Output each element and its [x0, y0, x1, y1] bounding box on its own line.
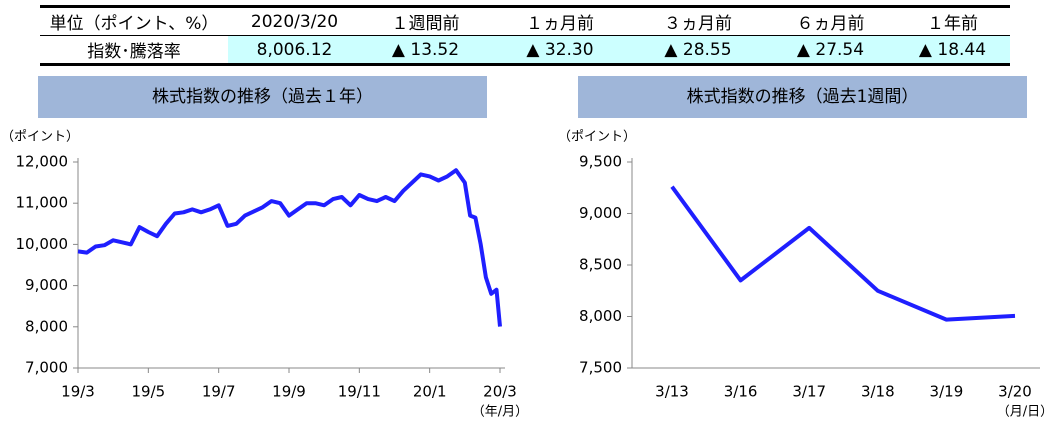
y-tick-label: 10,000: [16, 235, 69, 253]
x-tick-label: 3/17: [792, 383, 826, 401]
x-tick-label: 19/9: [272, 383, 306, 401]
y-tick-label: 12,000: [16, 153, 69, 171]
value-cell: ▲ 18.44: [895, 35, 1010, 66]
header-cell: １年前: [895, 5, 1010, 36]
x-tick-label: 19/5: [131, 383, 165, 401]
x-tick-label: 20/3: [483, 383, 517, 401]
header-cell: 2020/3/20: [228, 5, 361, 36]
header-row: 単位（ポイント、%） 2020/3/20 １週間前 １ヵ月前 ３ヵ月前 ６ヵ月前 １年前: [40, 5, 1010, 36]
header-cell: ６ヵ月前: [766, 5, 895, 36]
row-label: 指数･騰落率: [40, 35, 228, 66]
x-tick-label: 20/1: [413, 383, 447, 401]
value-cell: ▲ 27.54: [766, 35, 895, 66]
header-cell: １ヵ月前: [490, 5, 630, 36]
y-tick-label: 9,000: [25, 276, 68, 294]
value-cell: 8,006.12: [228, 35, 361, 66]
chart-title-box: [578, 76, 1027, 118]
data-line: [670, 185, 1016, 322]
x-axis-label: （月/日）: [997, 405, 1053, 420]
x-tick-label: 3/19: [930, 383, 964, 401]
x-tick-label: 3/18: [861, 383, 895, 401]
summary-table: 単位（ポイント、%） 2020/3/20 １週間前 １ヵ月前 ３ヵ月前 ６ヵ月前 １年前 指…: [40, 5, 1010, 66]
chart-title: 株式指数の推移（過去１年）: [152, 87, 373, 107]
x-tick-label: 19/3: [61, 383, 95, 401]
y-tick-label: 11,000: [16, 194, 69, 212]
y-tick-label: 7,500: [579, 359, 622, 377]
value-cell: ▲ 28.55: [630, 35, 766, 66]
chart-title-box: [38, 76, 487, 118]
chart-title: 株式指数の推移（過去1週間）: [687, 87, 919, 107]
y-tick-label: 9,000: [579, 204, 622, 222]
data-line: [77, 168, 502, 327]
x-tick-label: 3/16: [724, 383, 758, 401]
header-cell: ３ヵ月前: [630, 5, 766, 36]
header-cell: １週間前: [361, 5, 490, 36]
x-tick-label: 3/13: [655, 383, 689, 401]
y-axis-label: （ポイント）: [558, 130, 636, 145]
x-axis-label: （年/月）: [472, 405, 528, 420]
value-cell: ▲ 32.30: [490, 35, 630, 66]
y-tick-label: 9,500: [579, 153, 622, 171]
x-tick-label: 3/20: [998, 383, 1032, 401]
data-row: 指数･騰落率 8,006.12 ▲ 13.52 ▲ 32.30 ▲ 28.55 ▲ 27.…: [40, 35, 1010, 66]
y-tick-label: 8,000: [25, 317, 68, 335]
y-tick-label: 8,000: [579, 307, 622, 325]
x-tick-label: 19/7: [202, 383, 236, 401]
y-tick-label: 7,000: [25, 359, 68, 377]
y-axis-label: （ポイント）: [1, 130, 79, 145]
header-cell: 単位（ポイント、%）: [40, 5, 228, 36]
x-tick-label: 19/11: [338, 383, 381, 401]
value-cell: ▲ 13.52: [361, 35, 490, 66]
y-tick-label: 8,500: [579, 256, 622, 274]
